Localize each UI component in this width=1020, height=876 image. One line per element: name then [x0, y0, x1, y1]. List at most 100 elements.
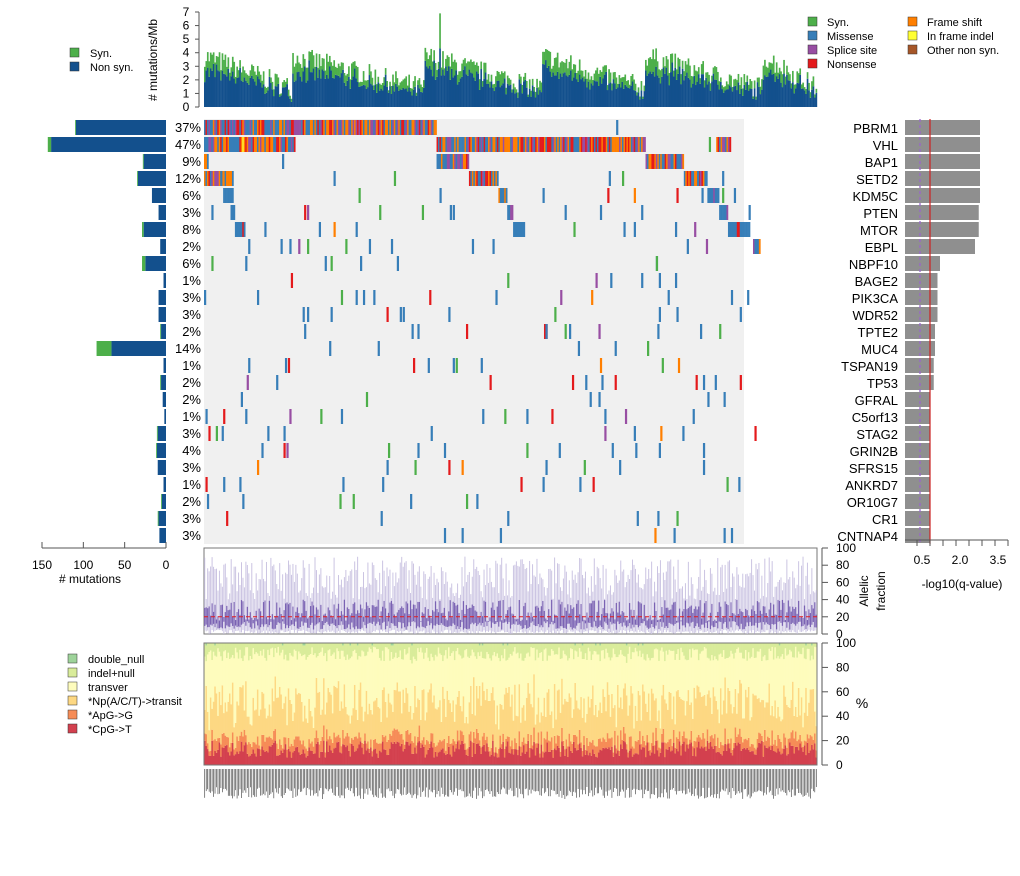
- spectrum-bar-segment: [515, 749, 518, 765]
- spectrum-bar-segment: [462, 643, 465, 658]
- spectrum-bar-segment: [608, 643, 611, 658]
- spectrum-bar-segment: [296, 643, 299, 660]
- qvalue-bar: [905, 205, 979, 220]
- spectrum-bar-segment: [237, 658, 240, 706]
- spectrum-bar-segment: [383, 643, 386, 661]
- spectrum-bar-segment: [251, 659, 253, 726]
- tmb-bar-syn: [428, 55, 431, 67]
- spectrum-bar-segment: [296, 736, 299, 747]
- mutation-cell: [510, 137, 512, 152]
- spectrum-bar-segment: [634, 741, 637, 754]
- spectrum-bar-segment: [717, 709, 719, 738]
- tmb-bar-nonsyn: [453, 75, 456, 107]
- tmb-bar-syn: [414, 76, 416, 87]
- spectrum-bar-segment: [442, 748, 444, 765]
- mutation-cell: [576, 137, 579, 152]
- spectrum-bar-segment: [731, 653, 734, 714]
- spectrum-bar-segment: [303, 645, 306, 655]
- spectrum-bar-segment: [722, 650, 725, 701]
- tmb-bar-syn: [370, 71, 372, 84]
- spectrum-bar-segment: [767, 736, 769, 749]
- spectrum-bar-segment: [381, 650, 384, 690]
- spectrum-bar-segment: [689, 743, 691, 765]
- spectrum-bar-segment: [612, 648, 615, 709]
- mutation-cell: [226, 171, 228, 186]
- spectrum-bar-segment: [230, 704, 233, 743]
- spectrum-bar-segment: [484, 643, 487, 659]
- mutation-cell: [361, 120, 364, 135]
- spectrum-bar-segment: [470, 685, 472, 732]
- spectrum-bar-segment: [299, 653, 302, 694]
- spectrum-bar-segment: [765, 643, 768, 661]
- spectrum-bar-segment: [278, 739, 281, 755]
- mutation-cell: [642, 137, 645, 152]
- spectrum-bar-segment: [359, 737, 362, 742]
- tmb-bar-nonsyn: [761, 89, 763, 107]
- spectrum-bar-segment: [340, 753, 343, 765]
- spectrum-bar-segment: [505, 738, 508, 747]
- spectrum-bar-segment: [608, 694, 611, 739]
- tmb-bar-syn: [733, 79, 735, 87]
- tmb-bar-syn: [339, 66, 341, 78]
- spectrum-bar-segment: [617, 643, 619, 658]
- spectrum-bar-segment: [449, 643, 452, 656]
- spectrum-bar-segment: [514, 643, 516, 648]
- mutation-cell: [467, 137, 470, 152]
- spectrum-bar-segment: [286, 757, 289, 765]
- spectrum-bar-segment: [550, 643, 553, 650]
- spectrum-bar-segment: [365, 643, 368, 656]
- mutation-cell: [267, 137, 270, 152]
- spectrum-bar-segment: [599, 738, 602, 750]
- tmb-bar-syn: [549, 51, 552, 72]
- spectrum-bar-segment: [464, 743, 466, 750]
- spectrum-bar-segment: [284, 737, 287, 745]
- mutation-cell: [371, 120, 374, 135]
- spectrum-bar-segment: [270, 716, 272, 738]
- spectrum-bar-segment: [603, 696, 606, 740]
- spectrum-bar-segment: [392, 645, 394, 659]
- mutation-cell: [451, 137, 454, 152]
- mutation-cell: [304, 205, 307, 220]
- spectrum-bar-segment: [749, 751, 752, 765]
- mutation-cell: [471, 171, 474, 186]
- mutation-cell: [264, 120, 267, 135]
- spectrum-bar-segment: [636, 753, 638, 765]
- tmb-bar-syn: [800, 84, 803, 89]
- spectrum-bar-segment: [406, 693, 409, 730]
- tmb-bar-nonsyn: [533, 91, 535, 107]
- spectrum-bar-segment: [562, 643, 565, 651]
- mutation-cell: [345, 120, 348, 135]
- tmb-bar-syn: [450, 53, 453, 69]
- spectrum-bar-segment: [490, 660, 493, 693]
- tmb-bar-nonsyn: [605, 71, 607, 107]
- mutation-cell: [231, 188, 234, 203]
- spectrum-bar-segment: [349, 643, 352, 646]
- tmb-bar-nonsyn: [639, 99, 641, 107]
- spectrum-bar-segment: [600, 712, 603, 742]
- tmb-bar-syn: [789, 74, 791, 81]
- tmb-legend-label: Non syn.: [90, 62, 133, 74]
- spectrum-bar-segment: [747, 750, 750, 765]
- spectrum-bar-segment: [251, 725, 253, 748]
- qvalue-bar: [905, 426, 930, 441]
- spectrum-bar-segment: [265, 718, 268, 738]
- spectrum-bar-segment: [506, 692, 509, 737]
- tmb-bar-syn: [768, 62, 771, 73]
- tmb-bar-syn: [490, 74, 493, 82]
- spectrum-bar-segment: [684, 659, 687, 716]
- tmb-bar-nonsyn: [636, 95, 638, 107]
- spectrum-bar-segment: [678, 643, 681, 660]
- spectrum-bar-segment: [367, 651, 369, 715]
- mutation-cell: [486, 171, 489, 186]
- tmb-bar-nonsyn: [558, 78, 560, 107]
- spectrum-bar-segment: [546, 731, 549, 743]
- spectrum-bar-segment: [546, 660, 549, 693]
- mutation-cell: [236, 137, 239, 152]
- mutation-cell: [705, 239, 709, 254]
- spectrum-bar-segment: [628, 736, 631, 751]
- spectrum-bar-segment: [709, 643, 712, 661]
- tmb-bar-syn: [517, 92, 519, 98]
- mutation-cell: [468, 137, 471, 152]
- tmb-bar-nonsyn: [431, 76, 434, 107]
- tmb-bar-syn: [393, 82, 396, 92]
